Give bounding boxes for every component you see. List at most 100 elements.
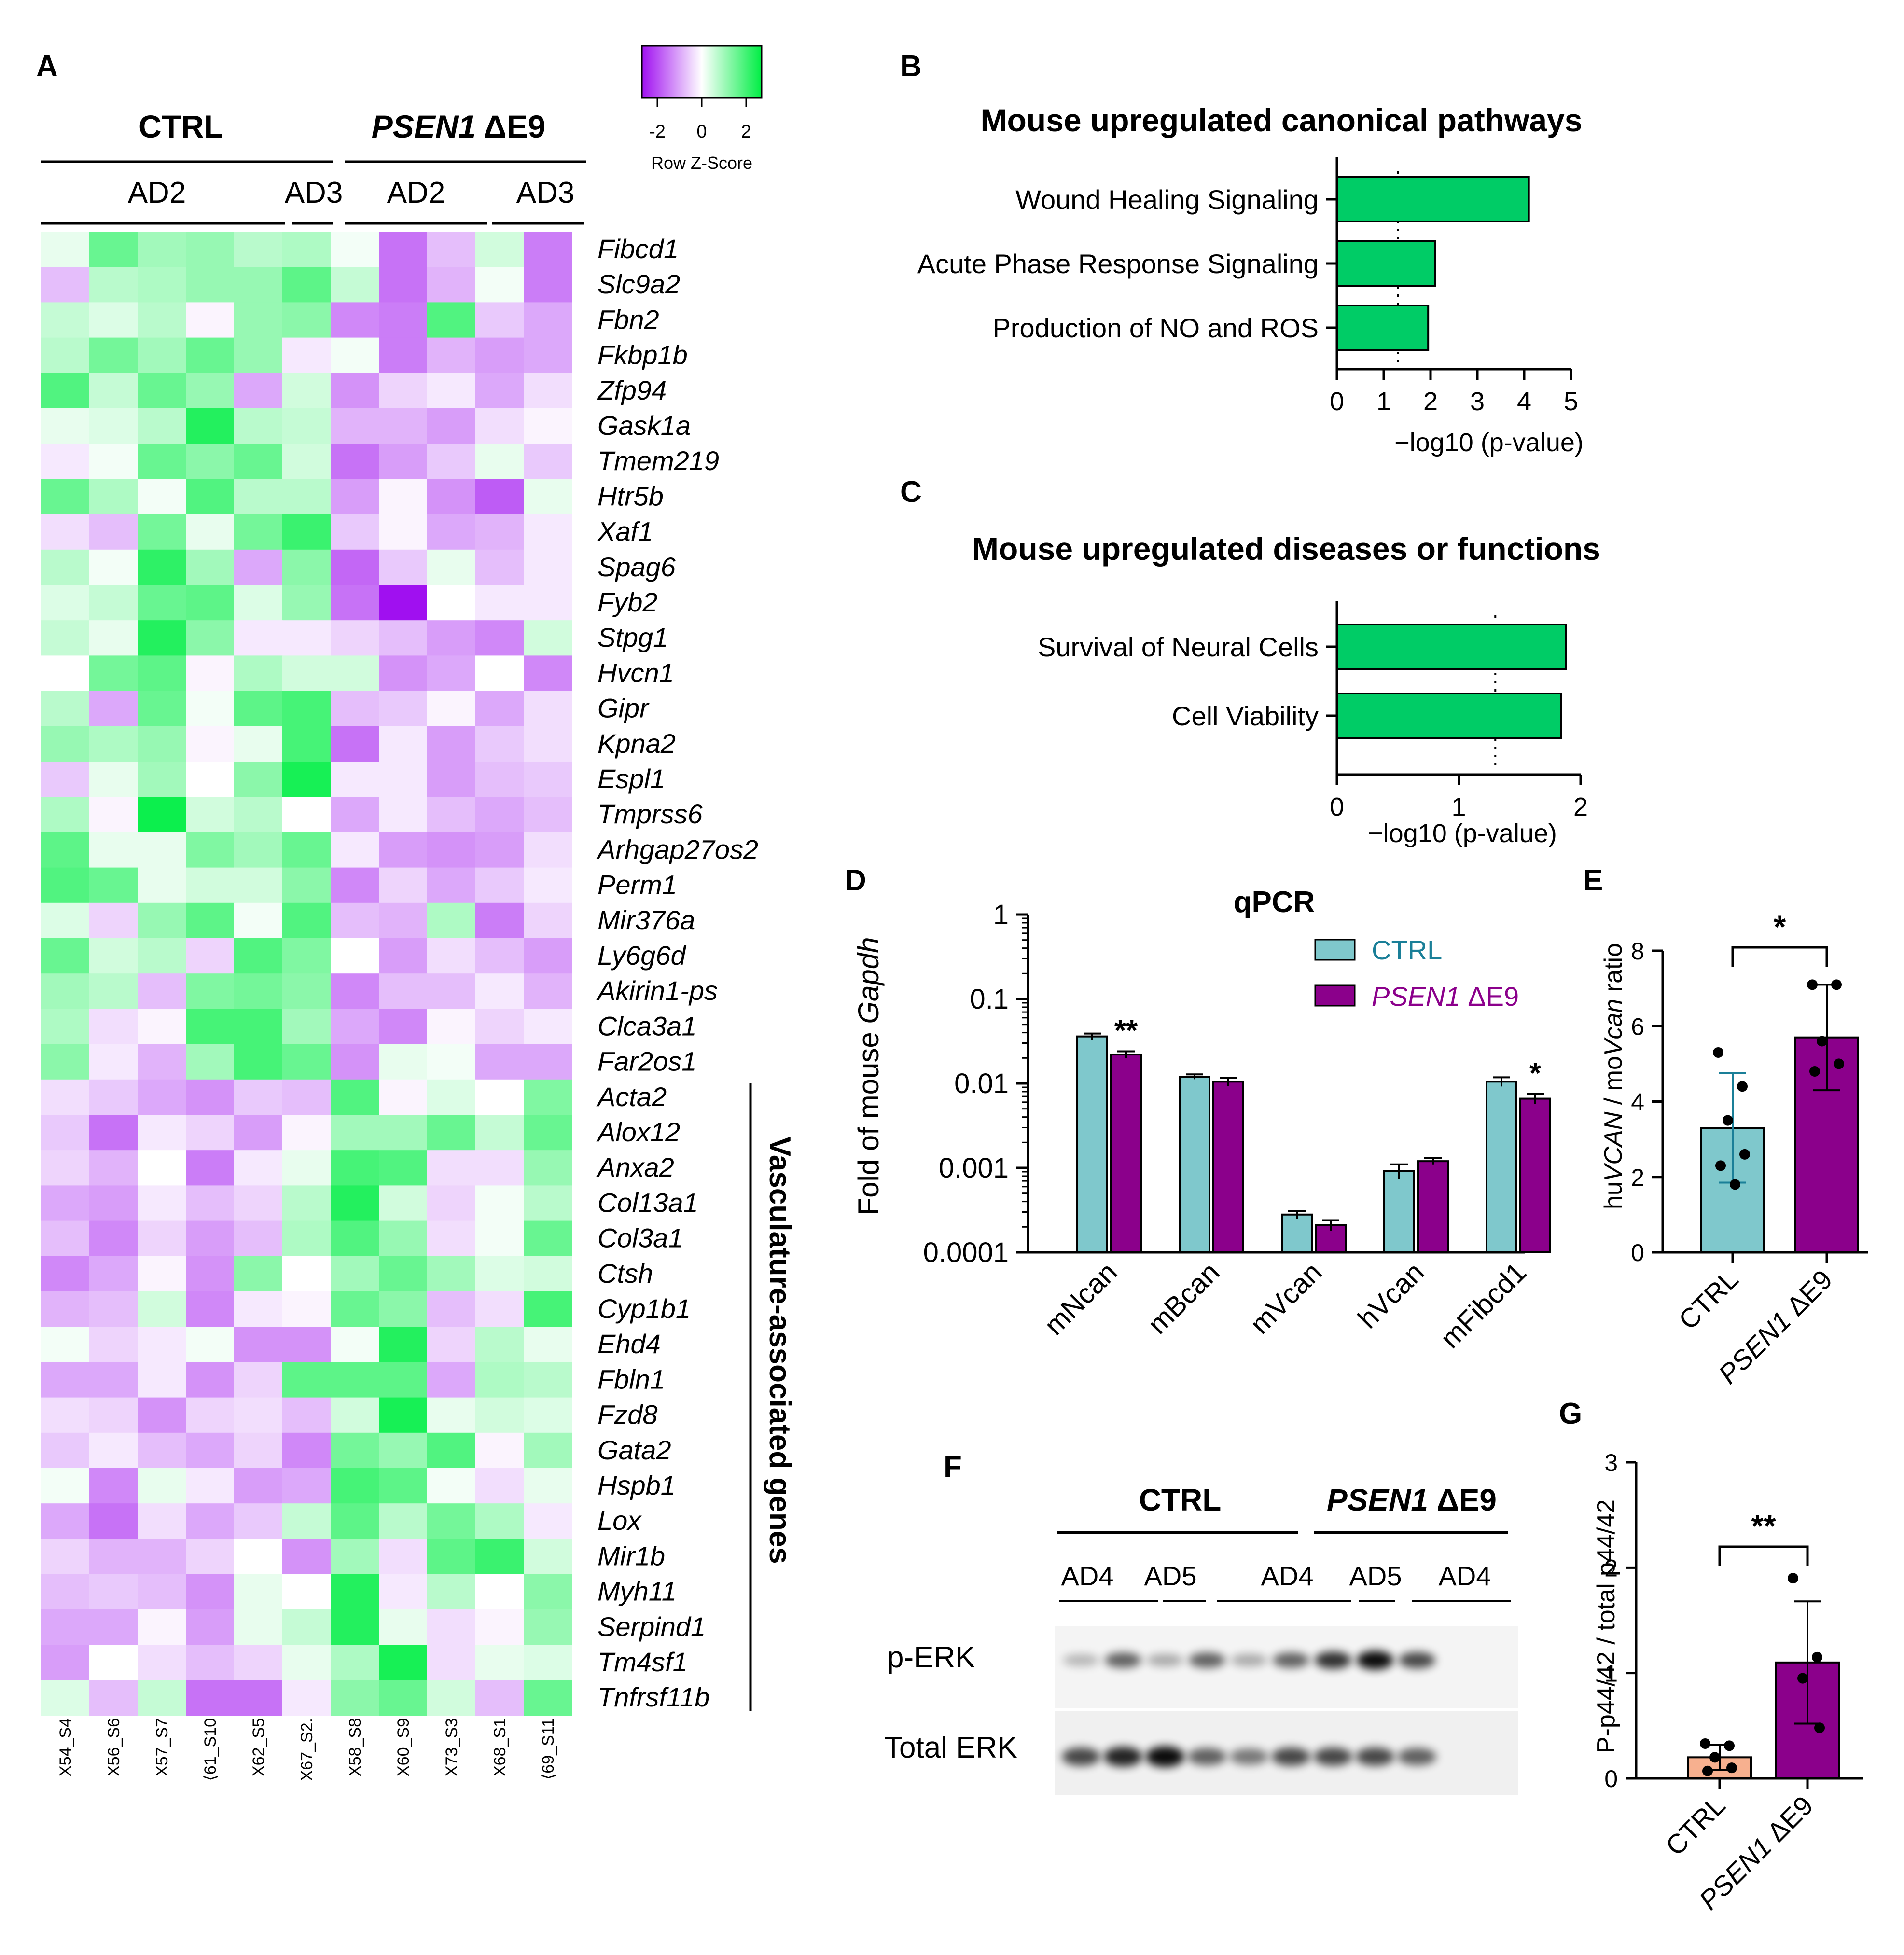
heatmap-cell [331,549,379,585]
heatmap-cell [138,1503,186,1539]
heatmap-cell [234,1291,283,1327]
heatmap-cell [427,1185,476,1221]
y-tick-label: 0 [1631,1239,1644,1266]
blot-group-psen-gene: PSEN1 [1327,1483,1428,1517]
heatmap-cell [331,1645,379,1680]
data-point [1739,1149,1750,1160]
heatmap-cell [41,1503,90,1539]
heatmap-cell [379,1362,428,1398]
heatmap-cell [524,1115,572,1151]
heatmap-cell [138,691,186,727]
heatmap-cell [524,1009,572,1045]
data-point [1723,1115,1733,1126]
color-key-tick: 2 [741,122,751,142]
heatmap-cell [427,867,476,903]
heatmap-cell [234,1680,283,1716]
gene-label: Fzd8 [598,1400,658,1430]
heatmap-cell [379,408,428,444]
y-tick-label: 0.001 [939,1152,1009,1184]
heatmap-cell [331,726,379,762]
heatmap-cell [427,1680,476,1716]
x-tick-label: 4 [1517,387,1531,416]
heatmap-cell [331,232,379,267]
heatmap-cell [41,337,90,374]
blot-band [1230,1748,1268,1765]
heatmap-cell [282,655,331,692]
data-point [1834,1058,1844,1069]
heatmap-cell [234,973,283,1009]
gene-label: Fkbp1b [598,340,688,370]
heatmap-cell [138,408,186,444]
heatmap-cell [234,302,283,338]
heatmap-cell [282,973,331,1009]
heatmap-group-psen: PSEN1 ΔE9 [372,109,546,144]
heatmap-cell [234,1397,283,1433]
heatmap-cell [331,691,379,727]
bar [1383,1170,1415,1254]
bar [1336,240,1436,287]
y-tick-label: 1 [993,899,1009,930]
heatmap-cell [475,1009,524,1045]
heatmap-group-psen-suffix: ΔE9 [484,109,545,144]
blot-lane-group: AD5 [1144,1561,1197,1591]
x-tick-label: hVcan [1352,1256,1430,1334]
heatmap-cell [41,1044,90,1080]
heatmap-cell [282,302,331,338]
heatmap-cell [427,408,476,444]
heatmap-cell [475,337,524,374]
heatmap-cell [186,620,235,656]
heatmap-cell [524,973,572,1009]
blot-band [1356,1747,1394,1766]
heatmap-cell [379,373,428,409]
blot-band [1398,1748,1436,1765]
heatmap-cell [186,938,235,974]
panel-g-ylabel: P-p44/42 / total p44/42 [1592,1499,1620,1753]
heatmap-cell [475,373,524,409]
heatmap-cell [331,1256,379,1292]
significance-mark: ** [1751,1508,1776,1544]
heatmap-cell [475,1115,524,1151]
legend-swatch-ctrl [1314,939,1356,961]
heatmap-cell [234,267,283,303]
gene-label: Akirin1-ps [596,975,718,1006]
heatmap-cell [234,514,283,550]
blot-band [1399,1652,1435,1668]
heatmap-group-ctrl: CTRL [139,109,223,144]
heatmap-cell [186,1291,235,1327]
heatmap-cell [524,1397,572,1433]
gene-label: Hvcn1 [598,657,674,688]
heatmap-cell [379,514,428,550]
gene-label: Zfp94 [597,375,667,405]
heatmap-cell [282,444,331,479]
heatmap-cell [524,549,572,585]
heatmap-cell [234,832,283,868]
heatmap-cell [331,832,379,868]
heatmap-cell [89,408,138,444]
heatmap-cell [41,1362,90,1398]
heatmap-cell [282,867,331,903]
heatmap-cell [89,973,138,1009]
panel-label-a: A [36,50,58,83]
heatmap-cell [41,585,90,621]
heatmap-cell [331,1185,379,1221]
heatmap-cell [282,1220,331,1257]
gene-label: Perm1 [598,870,677,900]
heatmap-cell [524,762,572,797]
heatmap-cell [282,1468,331,1504]
bar [1336,176,1530,222]
heatmap-cell [41,1150,90,1186]
bracket-label: Vasculature-associated genes [763,1137,796,1564]
heatmap-cell [331,973,379,1009]
heatmap-cell [138,620,186,656]
heatmap-cell [475,232,524,267]
heatmap-cell [89,514,138,550]
heatmap-cell [186,832,235,868]
color-key-gradient [641,45,763,99]
heatmap-cell [282,938,331,974]
heatmap-cell [379,1574,428,1610]
heatmap-cell [379,1539,428,1575]
heatmap-cell [89,1645,138,1680]
heatmap-cell [524,1185,572,1221]
heatmap-cell [331,762,379,797]
data-point [1702,1765,1713,1776]
